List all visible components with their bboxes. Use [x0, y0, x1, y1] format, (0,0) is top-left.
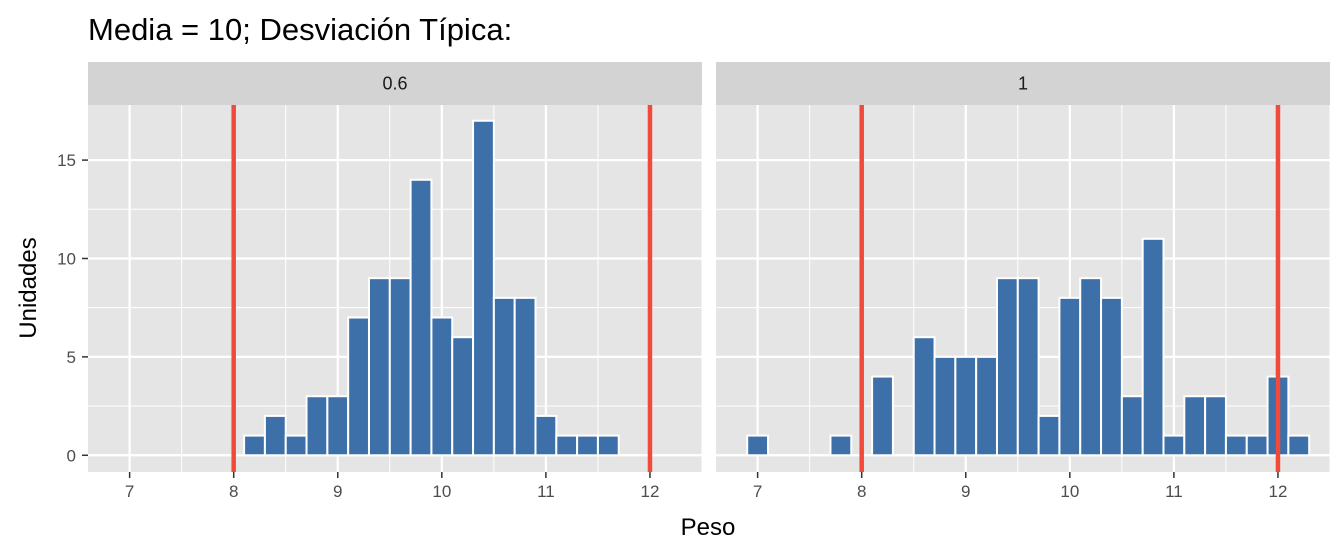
- histogram-bar: [746, 434, 770, 457]
- x-axis-title: Peso: [681, 514, 736, 541]
- histogram-bar: [492, 296, 516, 457]
- facet-panel-1: 0.6 7 8 9 10 11 12 0 5 10 15: [57, 62, 703, 501]
- x-tick-label: 8: [229, 482, 238, 501]
- histogram-bar: [1183, 395, 1207, 457]
- y-tick-label: 5: [67, 348, 76, 367]
- histogram-bar: [975, 355, 998, 457]
- histogram-bar: [995, 277, 1019, 457]
- facet-panel-2: 1 7 8 9 10 11 12: [716, 62, 1331, 501]
- histogram-bar: [1058, 296, 1082, 457]
- x-tick-label: 7: [753, 482, 762, 501]
- histogram-bar: [1079, 277, 1103, 457]
- histogram-bar: [912, 336, 936, 457]
- histogram-bar: [954, 355, 978, 457]
- histogram-bar: [243, 434, 266, 457]
- histogram-bar: [347, 316, 370, 457]
- histogram-bar: [1100, 296, 1123, 457]
- histogram-bar: [576, 434, 599, 457]
- x-tick-label: 11: [537, 482, 555, 501]
- histogram-bar: [829, 434, 853, 457]
- histogram-bar: [513, 296, 537, 457]
- facet-strip: [716, 62, 1330, 105]
- facet-panels: 0.6 7 8 9 10 11 12 0 5 10 15 1 7 8 9 10 11 12: [57, 62, 1331, 501]
- facet-strip-label: 1: [1018, 74, 1028, 94]
- histogram-bar: [871, 375, 894, 457]
- histogram-bar: [367, 277, 391, 457]
- x-tick-label: 10: [1060, 482, 1079, 501]
- y-tick-label: 10: [57, 249, 76, 268]
- x-tick-label: 8: [857, 482, 866, 501]
- histogram-bar: [1120, 395, 1144, 457]
- histogram-bar: [284, 434, 308, 457]
- facet-strip-label: 0.6: [382, 74, 407, 94]
- histogram-bar: [430, 316, 454, 457]
- histogram-bar: [1245, 434, 1269, 457]
- x-tick-label: 7: [125, 482, 134, 501]
- histogram-bar: [305, 395, 329, 457]
- histogram-bar: [1224, 434, 1248, 457]
- x-tick-label: 11: [1165, 482, 1183, 501]
- histogram-bar: [263, 414, 287, 457]
- histogram-bar: [1162, 434, 1186, 457]
- histogram-bar: [555, 434, 579, 457]
- x-tick-label: 9: [961, 482, 970, 501]
- histogram-bar: [534, 414, 558, 457]
- x-tick-label: 12: [1269, 482, 1288, 501]
- y-tick-label: 0: [67, 446, 76, 465]
- y-tick-label: 15: [57, 151, 76, 170]
- y-axis-title: Unidades: [15, 237, 42, 338]
- histogram-bar: [388, 277, 412, 457]
- histogram-bar: [409, 178, 433, 457]
- x-tick-label: 9: [333, 482, 342, 501]
- histogram-bar: [596, 434, 620, 457]
- histogram-bar: [451, 336, 475, 457]
- histogram-bar: [1287, 434, 1311, 457]
- histogram-bar: [1204, 395, 1227, 457]
- histogram-bar: [472, 119, 495, 457]
- histogram-bar: [1037, 414, 1061, 457]
- histogram-bar: [1016, 277, 1040, 457]
- histogram-bar: [933, 355, 957, 457]
- facet-strip: [88, 62, 702, 105]
- x-tick-label: 10: [432, 482, 451, 501]
- histogram-bar: [1141, 237, 1165, 457]
- histogram-bar: [326, 395, 350, 457]
- chart-title: Media = 10; Desviación Típica:: [88, 12, 512, 47]
- x-tick-label: 12: [641, 482, 660, 501]
